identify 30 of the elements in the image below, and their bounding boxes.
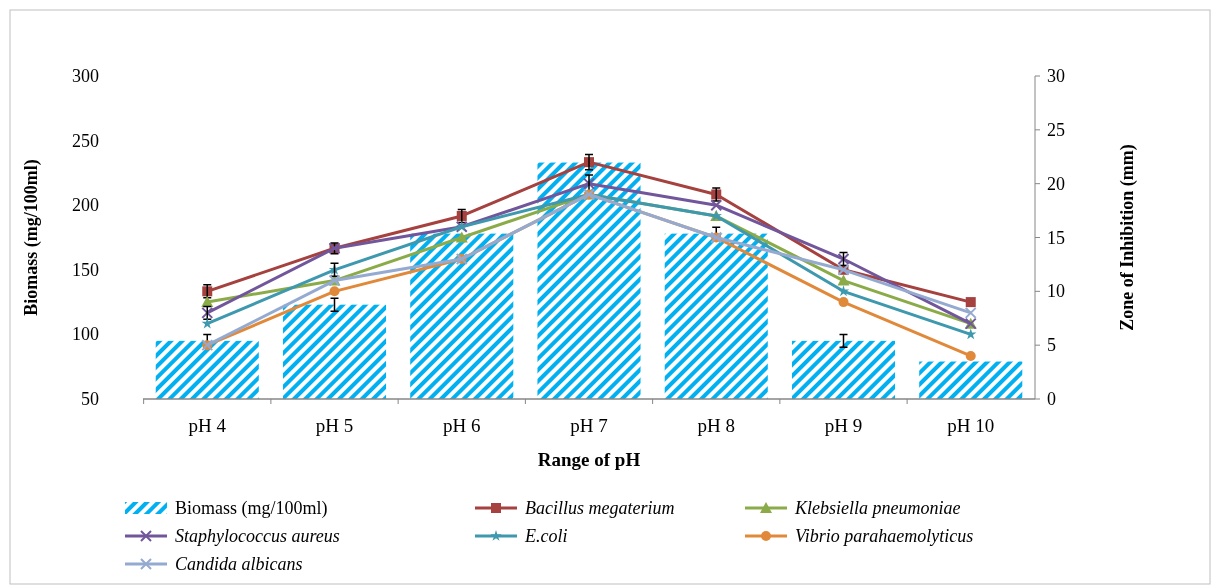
y2-axis-title: Zone of Inhibition (mm)	[1117, 144, 1138, 331]
y2-tick-label: 20	[1047, 173, 1065, 194]
legend-label: Biomass (mg/100ml)	[175, 498, 328, 519]
y2-tick-label: 5	[1047, 335, 1056, 356]
y2-tick-label: 10	[1047, 281, 1065, 302]
x-tick-label: pH 9	[824, 415, 863, 436]
y-tick-label: 300	[72, 66, 99, 86]
y2-tick-label: 0	[1047, 389, 1056, 409]
legend-label: Staphylococcus aureus	[175, 526, 340, 546]
legend-label: Klebsiella pneumoniae	[794, 498, 961, 518]
legend-label: Bacillus megaterium	[525, 498, 675, 518]
legend-label: Candida albicans	[175, 554, 303, 574]
x-axis-title: Range of pH	[537, 449, 641, 470]
x-tick-label: pH 4	[188, 415, 227, 436]
y2-tick-label: 25	[1047, 119, 1065, 140]
y2-tick-label: 15	[1047, 227, 1065, 248]
legend-label: E.coli	[524, 526, 568, 546]
x-tick-label: pH 7	[570, 415, 608, 436]
x-tick-label: pH 8	[697, 415, 735, 436]
y2-tick-label: 30	[1047, 66, 1065, 86]
y-tick-label: 50	[81, 389, 99, 409]
x-tick-label: pH 5	[315, 415, 354, 436]
y-tick-label: 200	[72, 195, 99, 216]
y-axis-title: Biomass (mg/100ml)	[21, 159, 42, 316]
x-tick-label: pH 10	[947, 415, 995, 436]
x-tick-label: pH 6	[443, 415, 481, 436]
y-tick-label: 250	[72, 130, 99, 151]
legend-label: Vibrio parahaemolyticus	[795, 526, 974, 546]
y-tick-label: 150	[72, 259, 99, 280]
y-tick-label: 100	[72, 324, 99, 345]
